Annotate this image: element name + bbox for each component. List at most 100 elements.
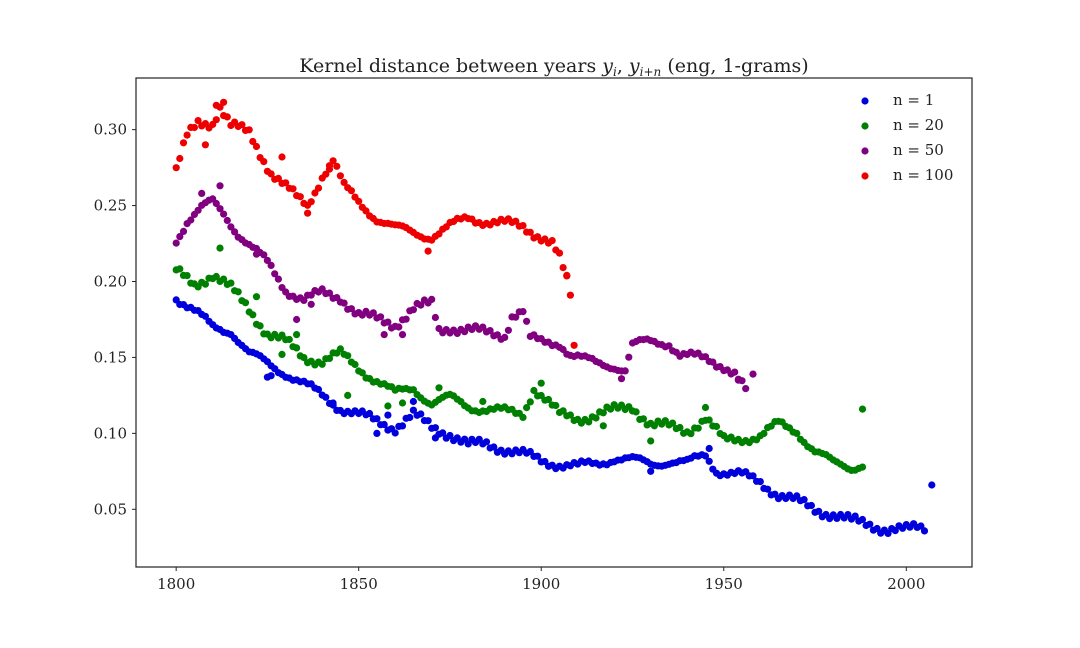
data-point xyxy=(314,385,323,394)
data-point xyxy=(701,403,710,412)
data-point xyxy=(340,299,348,307)
data-point xyxy=(559,407,567,415)
data-point xyxy=(293,344,301,352)
data-point xyxy=(176,233,184,241)
data-point xyxy=(227,279,235,287)
data-point xyxy=(647,467,655,475)
data-point xyxy=(621,367,629,375)
data-point xyxy=(198,189,206,197)
data-point xyxy=(793,429,801,437)
legend-marker xyxy=(861,97,869,105)
data-point xyxy=(278,153,286,161)
series-n-50 xyxy=(172,182,757,393)
data-point xyxy=(300,296,308,304)
data-point xyxy=(398,331,407,339)
y-tick-label: 0.30 xyxy=(94,121,127,139)
data-point xyxy=(201,280,209,288)
data-point xyxy=(293,331,301,339)
data-point xyxy=(296,193,304,201)
data-point xyxy=(928,481,936,489)
data-point xyxy=(866,520,874,528)
data-point xyxy=(172,164,180,172)
data-point xyxy=(409,306,417,314)
data-point xyxy=(749,472,757,480)
legend-marker xyxy=(861,147,869,155)
data-point xyxy=(322,393,330,401)
data-point xyxy=(267,170,275,178)
data-point xyxy=(858,515,867,524)
legend-marker xyxy=(861,122,869,130)
data-point xyxy=(249,311,257,319)
title-sub-1: i xyxy=(613,65,617,79)
data-point xyxy=(563,271,571,279)
data-point xyxy=(373,429,381,437)
data-point xyxy=(329,399,337,407)
data-point xyxy=(329,157,337,165)
data-point xyxy=(526,228,534,236)
plot-frame xyxy=(135,77,973,568)
data-point xyxy=(249,137,257,146)
data-point xyxy=(647,437,655,445)
data-point xyxy=(216,244,224,252)
title-var-2: y xyxy=(628,55,640,77)
data-point xyxy=(216,205,224,213)
data-point xyxy=(293,315,301,324)
series-n-100 xyxy=(172,98,578,349)
data-point xyxy=(705,416,713,424)
data-point xyxy=(398,422,407,430)
data-point xyxy=(639,415,648,423)
data-point xyxy=(417,410,425,418)
data-point xyxy=(625,353,633,361)
data-point xyxy=(340,178,348,186)
data-point xyxy=(355,197,363,205)
data-point xyxy=(238,121,246,129)
data-point xyxy=(705,457,713,465)
data-point xyxy=(252,293,261,301)
data-point xyxy=(409,406,417,414)
data-point xyxy=(705,444,713,453)
series-n-20 xyxy=(172,244,867,474)
data-point xyxy=(318,360,326,368)
data-point xyxy=(402,315,410,323)
data-point xyxy=(742,385,750,393)
data-point xyxy=(709,358,717,366)
data-point xyxy=(519,222,527,230)
data-point xyxy=(216,182,224,190)
data-point xyxy=(179,139,188,147)
data-point xyxy=(537,379,545,387)
data-point xyxy=(760,429,768,438)
data-point xyxy=(858,405,867,413)
data-point xyxy=(439,429,447,437)
data-point xyxy=(267,372,275,380)
data-point xyxy=(227,223,235,231)
data-point xyxy=(282,179,290,187)
data-point xyxy=(694,424,702,432)
title-comma: , xyxy=(617,55,629,77)
data-point xyxy=(731,368,739,376)
data-point xyxy=(234,288,242,296)
data-point xyxy=(201,312,209,320)
data-point xyxy=(373,415,381,423)
data-point xyxy=(304,209,312,217)
data-point xyxy=(424,417,432,425)
data-point xyxy=(260,251,268,259)
data-point xyxy=(271,270,279,278)
data-point xyxy=(380,331,388,339)
data-point xyxy=(176,265,184,273)
data-point xyxy=(523,404,531,412)
legend-label: n = 20 xyxy=(893,116,944,134)
y-tick-label: 0.25 xyxy=(94,197,127,215)
data-point xyxy=(807,501,816,510)
data-point xyxy=(325,289,334,297)
data-point xyxy=(632,408,640,416)
data-point xyxy=(307,300,315,308)
data-point xyxy=(486,327,494,335)
y-tick-label: 0.05 xyxy=(94,500,127,518)
data-point xyxy=(322,170,330,178)
data-point xyxy=(701,452,710,460)
data-point xyxy=(559,264,567,272)
data-point xyxy=(344,352,352,360)
data-point xyxy=(358,369,366,377)
data-point xyxy=(552,401,560,410)
